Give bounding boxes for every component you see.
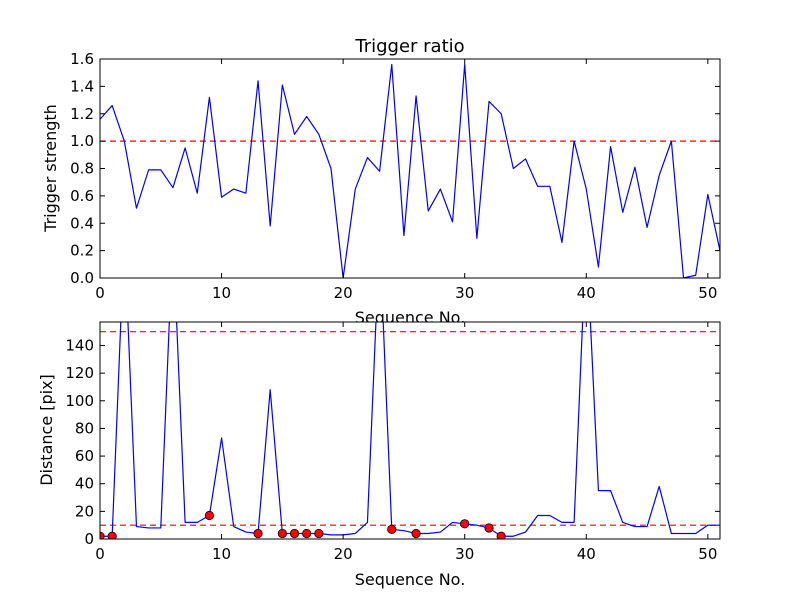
bottom-x-tick-label: 20 (334, 545, 353, 563)
bottom-marker-point (484, 523, 494, 533)
top-series-line-0 (100, 63, 720, 278)
chart-title: Trigger ratio (354, 36, 464, 57)
top-x-tick-label: 10 (212, 284, 231, 302)
top-x-tick-label: 50 (698, 284, 717, 302)
top-ticks: 0 10 20 30 40 50 0.0 0.2 0.4 0.6 0.8 1.0 1.2 1.4 1.6 (70, 50, 720, 302)
bottom-marker-point (387, 524, 397, 534)
bottom-marker-point (302, 528, 312, 539)
top-y-tick-label: 0.8 (70, 160, 94, 178)
bottom-y-tick-label: 100 (65, 392, 94, 410)
bottom-x-tick-label: 0 (95, 545, 105, 563)
bottom-marker-point (411, 528, 421, 539)
bottom-series-line-0 (100, 322, 720, 537)
bottom-y-tick-label: 120 (65, 364, 94, 382)
bottom-marker-point (314, 528, 324, 539)
bottom-marker-point (253, 528, 263, 539)
bottom-marker-point (204, 510, 215, 521)
bottom-plot-area (100, 322, 720, 539)
bottom-marker-point (277, 528, 287, 539)
top-y-axis-label: Trigger strength (41, 104, 60, 233)
bottom-y-tick-label: 60 (75, 447, 94, 465)
bottom-marker-point (460, 519, 470, 529)
bottom-x-tick-label: 30 (455, 545, 474, 563)
top-x-tick-label: 20 (334, 284, 353, 302)
top-y-tick-label: 0.2 (70, 242, 94, 260)
top-x-tick-label: 0 (95, 284, 105, 302)
bottom-ticks: 0 10 20 30 40 50 0 20 40 60 80 100 120 140 (65, 322, 720, 563)
bottom-y-tick-label: 140 (65, 336, 94, 354)
top-y-tick-label: 0.4 (70, 214, 94, 232)
chart-trigger-ratio: 0 10 20 30 40 50 0.0 0.2 0.4 0.6 0.8 1.0 1.2 1.4 1.6 T… (41, 36, 721, 327)
bottom-y-tick-label: 40 (75, 475, 94, 493)
bottom-plot-content (100, 322, 720, 539)
bottom-x-tick-label: 10 (212, 545, 231, 563)
chart-distance: 0 10 20 30 40 50 0 20 40 60 80 100 120 140 Sequence N… (37, 321, 721, 589)
bottom-axes-frame (99, 321, 721, 540)
top-y-tick-label: 1.4 (70, 77, 94, 95)
bottom-marker-point (107, 531, 117, 539)
top-y-tick-label: 1.0 (70, 132, 94, 150)
bottom-marker-point (496, 531, 506, 539)
top-y-tick-label: 1.6 (70, 50, 94, 68)
bottom-y-tick-label: 80 (75, 419, 94, 437)
top-x-tick-label: 40 (577, 284, 596, 302)
top-y-tick-label: 0.6 (70, 187, 94, 205)
top-x-tick-label: 30 (455, 284, 474, 302)
bottom-marker-point (289, 528, 300, 539)
top-plot-content (100, 63, 720, 278)
bottom-x-axis-label: Sequence No. (355, 570, 466, 589)
bottom-y-axis-label: Distance [pix] (37, 374, 56, 486)
bottom-x-tick-label: 40 (577, 545, 596, 563)
bottom-y-tick-label: 0 (84, 530, 94, 548)
top-y-tick-label: 0.0 (70, 269, 94, 287)
bottom-x-tick-label: 50 (698, 545, 717, 563)
bottom-y-tick-label: 20 (75, 502, 94, 520)
top-y-tick-label: 1.2 (70, 105, 94, 123)
